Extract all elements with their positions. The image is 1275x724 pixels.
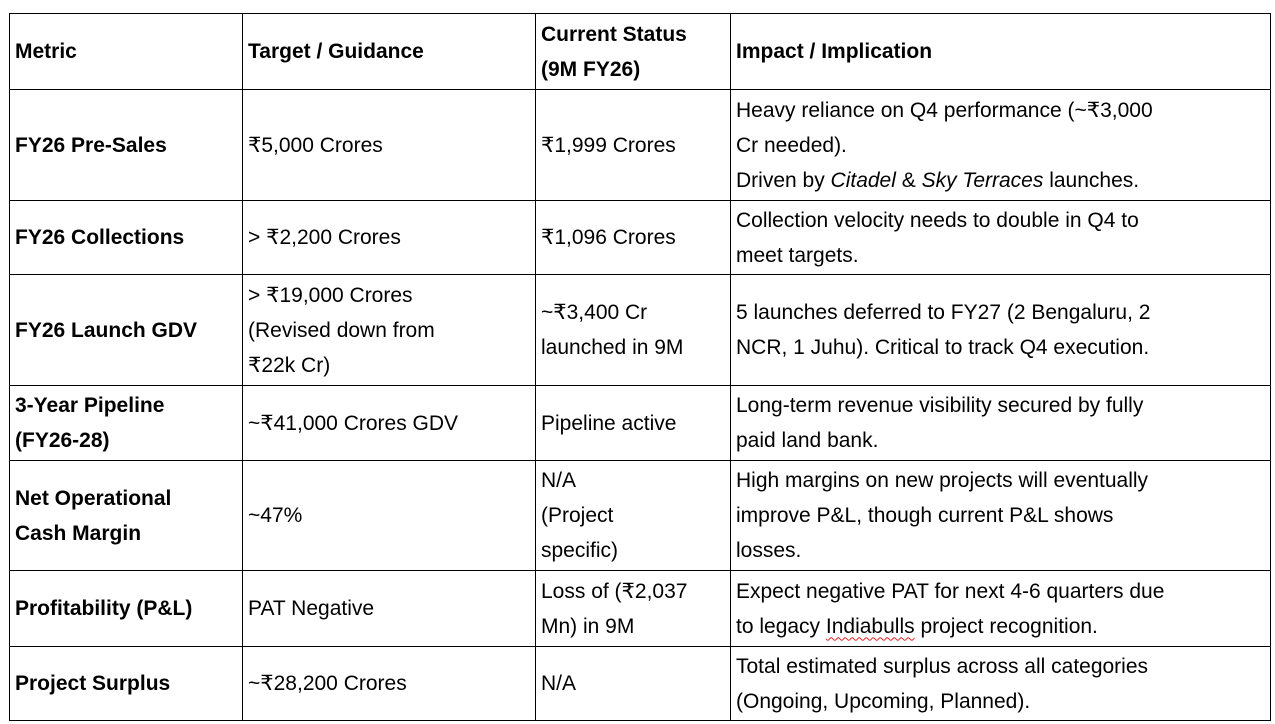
- header-impact: Impact / Implication: [730, 13, 1271, 90]
- cell-line: (Revised down from: [248, 318, 435, 342]
- cell-line: 5 launches deferred to FY27 (2 Bengaluru…: [736, 301, 1151, 324]
- status-cell: ~₹3,400 Cr launched in 9M: [535, 274, 731, 386]
- status-cell: ₹1,096 Crores: [535, 200, 731, 275]
- table-row: Project Surplus ~₹28,200 Crores N/A Total e…: [9, 646, 1271, 721]
- cell-line: ₹5,000 Crores: [248, 133, 383, 157]
- cell-line: FY26 Collections: [15, 226, 185, 249]
- text-segment: project recognition.: [914, 614, 1098, 638]
- cell-line: High margins on new projects will eventu…: [736, 469, 1149, 492]
- cell-line: Expect negative PAT for next 4-6 quarter…: [736, 579, 1165, 603]
- cell-line: ₹22k Cr): [248, 353, 331, 377]
- cell-line: N/A: [541, 672, 577, 695]
- impact-cell: Expect negative PAT for next 4-6 quarter…: [730, 570, 1271, 647]
- status-cell: Loss of (₹2,037 Mn) in 9M: [535, 570, 731, 647]
- cell-line: Long-term revenue visibility secured by …: [736, 394, 1144, 417]
- table-row: 3-Year Pipeline (FY26-28) ~₹41,000 Crores …: [9, 385, 1271, 461]
- target-cell: > ₹2,200 Crores: [242, 200, 536, 275]
- cell-line: meet targets.: [736, 243, 859, 267]
- cell-line: Metric: [15, 40, 77, 63]
- italic-text: Sky Terraces: [921, 168, 1044, 192]
- header-status: Current Status (9M FY26): [535, 13, 731, 90]
- cell-line: Impact / Implication: [736, 40, 933, 63]
- cell-line: Mn) in 9M: [541, 614, 635, 638]
- cell-line: ~₹28,200 Crores: [248, 672, 407, 695]
- cell-line: > ₹2,200 Crores: [248, 226, 401, 249]
- target-cell: ~₹41,000 Crores GDV: [242, 385, 536, 461]
- target-cell: > ₹19,000 Crores (Revised down from ₹22k C…: [242, 274, 536, 386]
- target-cell: ~₹28,200 Crores: [242, 646, 536, 721]
- cell-line: 3-Year Pipeline: [15, 394, 165, 417]
- metric-cell: Net Operational Cash Margin: [9, 460, 243, 571]
- cell-line: ~47%: [248, 504, 303, 527]
- status-cell: N/A (Project specific): [535, 460, 731, 571]
- cell-line: losses.: [736, 539, 802, 562]
- misspelled-word: Indiabulls: [825, 614, 915, 638]
- target-cell: ~47%: [242, 460, 536, 571]
- cell-line: FY26 Launch GDV: [15, 318, 198, 342]
- cell-line: (Project: [541, 504, 614, 527]
- cell-line: Target / Guidance: [248, 40, 424, 63]
- header-target: Target / Guidance: [242, 13, 536, 90]
- cell-line: Driven by Citadel & Sky Terraces launche…: [736, 163, 1270, 198]
- text-segment: launches.: [1043, 168, 1140, 192]
- status-cell: Pipeline active: [535, 385, 731, 461]
- text-segment: &: [895, 168, 922, 192]
- header-row: Metric Target / Guidance Current Status (9M…: [9, 13, 1271, 90]
- cell-line: Profitability (P&L): [15, 597, 193, 620]
- target-cell: ₹5,000 Crores: [242, 89, 536, 201]
- cell-line: launched in 9M: [541, 336, 684, 359]
- cell-line: PAT Negative: [248, 597, 375, 620]
- cell-line: ~₹41,000 Crores GDV: [248, 411, 459, 435]
- cell-line: Total estimated surplus across all categ…: [736, 654, 1149, 678]
- cell-line: ₹1,096 Crores: [541, 226, 676, 249]
- impact-cell: Long-term revenue visibility secured by …: [730, 385, 1271, 461]
- cell-line: ~₹3,400 Cr: [541, 301, 648, 324]
- cell-line: ₹1,999 Crores: [541, 133, 676, 157]
- cell-line: Cash Margin: [15, 521, 142, 545]
- cell-line: Project Surplus: [15, 672, 171, 695]
- impact-cell: 5 launches deferred to FY27 (2 Bengaluru…: [730, 274, 1271, 386]
- metric-cell: FY26 Collections: [9, 200, 243, 275]
- header-metric: Metric: [9, 13, 243, 90]
- target-cell: PAT Negative: [242, 570, 536, 647]
- cell-line: specific): [541, 539, 619, 562]
- cell-line: Collection velocity needs to double in Q…: [736, 208, 1139, 232]
- cell-line: (FY26-28): [15, 429, 110, 452]
- status-cell: N/A: [535, 646, 731, 721]
- italic-text: Citadel: [830, 168, 896, 192]
- cell-line: paid land bank.: [736, 429, 879, 452]
- impact-cell: Heavy reliance on Q4 performance (~₹3,00…: [730, 89, 1271, 201]
- cell-line: N/A: [541, 469, 577, 492]
- metric-cell: FY26 Pre-Sales: [9, 89, 243, 201]
- cell-line: Net Operational: [15, 486, 172, 510]
- cell-line: Cr needed).: [736, 133, 847, 157]
- impact-cell: Collection velocity needs to double in Q…: [730, 200, 1271, 275]
- cell-line: Loss of (₹2,037: [541, 579, 688, 603]
- cell-line: to legacy Indiabulls project recognition…: [736, 609, 1270, 644]
- cell-line: Heavy reliance on Q4 performance (~₹3,00…: [736, 98, 1153, 122]
- table-row: FY26 Collections > ₹2,200 Crores ₹1,096 Cr…: [9, 200, 1271, 275]
- text-segment: to legacy: [736, 614, 826, 638]
- cell-line: FY26 Pre-Sales: [15, 133, 167, 157]
- text-segment: Driven by: [736, 168, 831, 192]
- metric-cell: FY26 Launch GDV: [9, 274, 243, 386]
- cell-line: Pipeline active: [541, 411, 677, 435]
- impact-cell: Total estimated surplus across all categ…: [730, 646, 1271, 721]
- status-cell: ₹1,999 Crores: [535, 89, 731, 201]
- table-row: FY26 Pre-Sales ₹5,000 Crores ₹1,999 Crores…: [9, 89, 1271, 201]
- table-row: FY26 Launch GDV > ₹19,000 Crores (Revised …: [9, 274, 1271, 386]
- table-row: Net Operational Cash Margin ~47% N/A (Projec…: [9, 460, 1271, 571]
- cell-line: improve P&L, though current P&L shows: [736, 504, 1114, 527]
- metrics-table: Metric Target / Guidance Current Status (9M…: [9, 13, 1271, 721]
- cell-line: NCR, 1 Juhu). Critical to track Q4 execu…: [736, 336, 1150, 359]
- cell-line: > ₹19,000 Crores: [248, 283, 413, 307]
- metric-cell: Project Surplus: [9, 646, 243, 721]
- impact-cell: High margins on new projects will eventu…: [730, 460, 1271, 571]
- cell-line: (Ongoing, Upcoming, Planned).: [736, 689, 1031, 713]
- cell-line: Current Status: [541, 22, 687, 46]
- table-row: Profitability (P&L) PAT Negative Loss of (…: [9, 570, 1271, 647]
- cell-line: (9M FY26): [541, 57, 641, 81]
- metric-cell: Profitability (P&L): [9, 570, 243, 647]
- metric-cell: 3-Year Pipeline (FY26-28): [9, 385, 243, 461]
